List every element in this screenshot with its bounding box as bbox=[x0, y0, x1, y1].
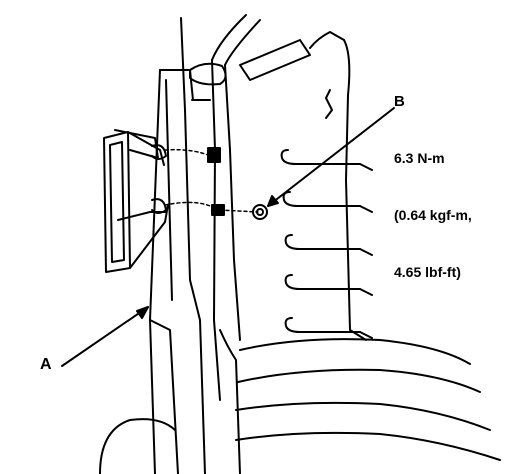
torque-metric: 6.3 N-m bbox=[394, 150, 445, 166]
lower-base bbox=[219, 329, 501, 474]
ribbed-housing bbox=[280, 89, 373, 341]
bracket-clips bbox=[151, 144, 167, 214]
cable-rod bbox=[211, 14, 261, 401]
torque-lbf: 4.65 lbf-ft) bbox=[394, 264, 461, 280]
bracket-assembly bbox=[103, 129, 169, 273]
callout-b: B bbox=[394, 93, 405, 110]
torque-spec: 6.3 N-m (0.64 kgf-m, 4.65 lbf-ft) bbox=[394, 111, 472, 301]
pillar-panel bbox=[149, 17, 211, 474]
leader-line-a bbox=[61, 306, 149, 367]
callout-a: A bbox=[40, 356, 52, 373]
fastener-group bbox=[207, 147, 268, 220]
wheel-arc bbox=[99, 418, 176, 474]
leader-line-b bbox=[267, 107, 395, 207]
upper-linkage bbox=[189, 31, 351, 181]
torque-kgf: (0.64 kgf-m, bbox=[394, 207, 472, 223]
